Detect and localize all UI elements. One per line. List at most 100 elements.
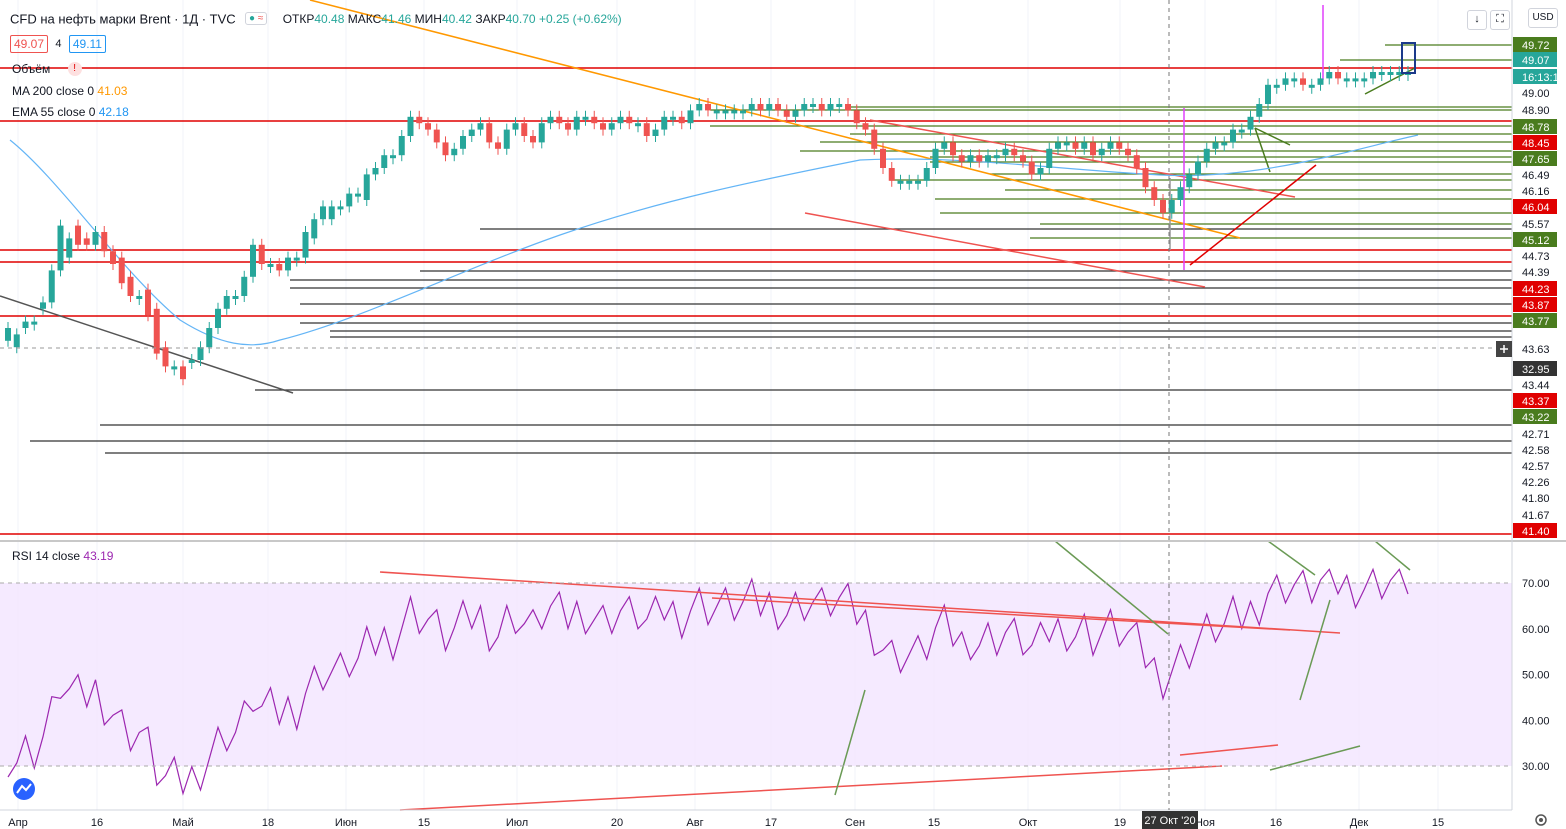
candle-body — [75, 225, 81, 245]
crosshair-date: 27 Окт '20 — [1144, 815, 1195, 827]
candle-body — [713, 110, 720, 114]
crosshair-plus-icon[interactable] — [1496, 341, 1512, 357]
trend-line — [1254, 127, 1291, 146]
candle-body — [1002, 148, 1009, 156]
candle-body — [346, 193, 353, 207]
bid-box[interactable]: 49.07 — [10, 35, 49, 53]
candle-body — [836, 104, 843, 107]
time-label: 19 — [1114, 817, 1126, 829]
candles — [5, 66, 1411, 386]
candle-body — [486, 123, 493, 143]
rsi-trend-line — [1269, 745, 1361, 771]
candle-body — [1361, 78, 1368, 82]
trend-line — [0, 295, 294, 394]
candle-body — [31, 321, 38, 325]
price-label: 42.58 — [1522, 445, 1550, 457]
candle-body — [381, 155, 388, 168]
high-label: МАКС — [347, 12, 382, 27]
candle-body — [941, 142, 948, 149]
candle-body — [748, 104, 755, 111]
candle-body — [1046, 148, 1053, 168]
candle-body — [171, 366, 178, 370]
candle-body — [652, 129, 659, 136]
open-value: 40.48 — [314, 12, 345, 27]
time-label: Сен — [845, 817, 865, 829]
volume-legend[interactable]: Объём ! — [12, 61, 82, 76]
candle-body — [1020, 155, 1026, 162]
candle-body — [696, 104, 703, 111]
price-label-bg — [1513, 151, 1557, 166]
time-label: 20 — [611, 817, 623, 829]
arrow-down-icon[interactable]: ↓ — [1467, 10, 1487, 30]
candle-body — [906, 180, 913, 184]
time-axis[interactable]: Апр 16 Май 18 Июн 15 Июл 20 Авг 17 Сен 15 Окт 19 Ноя 16… — [8, 817, 1444, 829]
ohlc-group: ОТКР40.48 МАКС41.46 МИН40.42 ЗАКР40.70 +… — [283, 11, 622, 27]
candle-body — [582, 116, 589, 120]
rsi-trend-line — [399, 765, 1223, 811]
price-label: 32.95 — [1522, 364, 1550, 376]
candle-body — [862, 123, 869, 130]
candle-body — [1116, 142, 1123, 149]
price-label: 42.26 — [1522, 477, 1550, 489]
candle-body — [705, 104, 711, 111]
candle-body — [1238, 129, 1245, 133]
rsi-trend-line — [1267, 540, 1316, 576]
visibility-icon[interactable]: ● ≈ — [245, 12, 268, 26]
candle-body — [967, 155, 974, 162]
rsi-value: 43.19 — [83, 548, 114, 563]
moving-averages — [9, 134, 1419, 346]
ma-label: MA 200 close 0 — [12, 83, 95, 98]
candle-body — [1335, 72, 1341, 79]
time-label: Дек — [1350, 817, 1369, 829]
candle-body — [1203, 148, 1210, 162]
candle-body — [932, 148, 939, 168]
candle-body — [197, 347, 204, 360]
price-label-bg — [1513, 119, 1557, 134]
rsi-legend[interactable]: RSI 14 close 43.19 — [12, 548, 113, 563]
candle-body — [40, 302, 46, 309]
candle-body — [13, 334, 20, 348]
candle-body — [232, 296, 239, 299]
candle-body — [775, 104, 781, 111]
candle-body — [1055, 142, 1061, 149]
ma-legend[interactable]: MA 200 close 0 41.03 — [12, 83, 127, 98]
close-value: 40.70 — [505, 12, 536, 27]
candle-body — [92, 232, 99, 245]
settings-icon[interactable] — [1535, 814, 1547, 826]
candle-body — [241, 276, 248, 296]
candle-body — [320, 206, 326, 220]
candle-body — [853, 110, 860, 124]
candle-body — [206, 328, 213, 348]
candle-body — [223, 296, 230, 309]
symbol-title[interactable]: CFD на нефть марки Brent · 1Д · TVC — [10, 11, 236, 27]
rsi-plot — [7, 540, 1411, 811]
candle-body — [985, 155, 991, 162]
ask-box[interactable]: 49.11 — [68, 35, 106, 53]
price-label: 43.22 — [1522, 412, 1550, 424]
candle-body — [188, 360, 195, 363]
fullscreen-icon[interactable]: ⛶ — [1490, 10, 1510, 30]
candle-body — [180, 366, 186, 380]
rsi-axis-label: 60.00 — [1522, 624, 1550, 636]
candle-body — [600, 123, 606, 130]
price-levels — [0, 44, 1512, 535]
rsi-axis[interactable]: 70.00 60.00 50.00 40.00 30.00 — [0, 578, 1550, 773]
rsi-axis-label: 70.00 — [1522, 578, 1550, 590]
price-label-bg — [1513, 393, 1557, 408]
currency-button[interactable]: USD — [1528, 8, 1558, 28]
tradingview-logo-icon[interactable] — [13, 778, 35, 800]
price-label: 48.90 — [1522, 105, 1550, 117]
candle-body — [451, 148, 458, 156]
candle-body — [145, 289, 151, 316]
warning-icon[interactable]: ! — [67, 61, 82, 76]
selection-marker[interactable] — [1401, 42, 1416, 74]
ma-value: 41.03 — [97, 83, 128, 98]
candle-body — [442, 142, 449, 156]
candle-body — [433, 129, 440, 143]
candle-body — [1370, 72, 1376, 79]
price-label: 46.16 — [1522, 186, 1550, 198]
candle-body — [766, 104, 773, 111]
ema-legend[interactable]: EMA 55 close 0 42.18 — [12, 104, 129, 119]
price-axis[interactable]: 49.72 49.07 16:13:16 49.00 48.90 48.78 48.45 47… — [1513, 37, 1565, 538]
